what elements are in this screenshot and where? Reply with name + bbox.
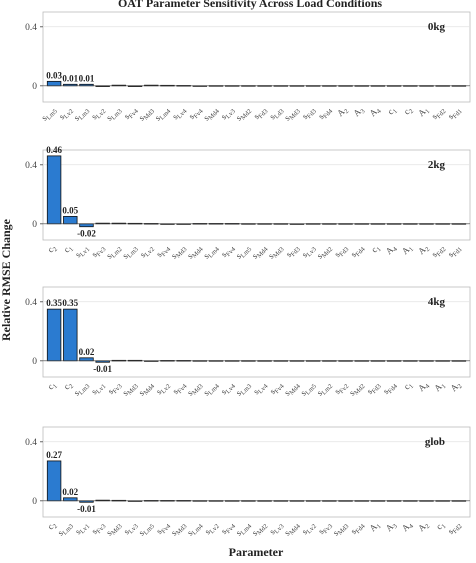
x-tick-label: A4 bbox=[400, 519, 416, 535]
x-tick-label: sFd2 bbox=[446, 519, 464, 537]
x-tick-label: A4 bbox=[384, 242, 400, 258]
x-tick-label: sFd1 bbox=[446, 242, 464, 260]
bar bbox=[63, 215, 78, 225]
x-tick-label: c2 bbox=[45, 242, 59, 256]
x-tick-label: c1 bbox=[385, 104, 399, 118]
x-tick-label: A1 bbox=[367, 519, 382, 534]
x-tick-label: A3 bbox=[351, 104, 366, 119]
x-tick-label: c2 bbox=[62, 379, 76, 393]
x-tick-label: c1 bbox=[402, 379, 416, 393]
bar bbox=[63, 497, 78, 502]
bar bbox=[79, 223, 94, 228]
y-tick-label: 0.4 bbox=[25, 23, 37, 33]
y-tick-label: 0.4 bbox=[25, 438, 37, 448]
x-tick-label: c2 bbox=[45, 519, 59, 533]
value-label: 0.02 bbox=[62, 487, 78, 497]
panel-label: 2kg bbox=[428, 159, 446, 171]
plot-frame bbox=[42, 149, 471, 241]
x-tick-label: A4 bbox=[367, 104, 383, 120]
plot-frame bbox=[42, 426, 471, 518]
x-tick-label: sFd4 bbox=[316, 104, 335, 123]
value-label: -0.01 bbox=[77, 504, 96, 514]
y-axis-label: Relative RMSE Change bbox=[0, 218, 13, 341]
bar bbox=[79, 357, 94, 362]
x-tick-label: A2 bbox=[416, 519, 431, 534]
value-label: 0.05 bbox=[62, 205, 78, 215]
x-tick-label: A2 bbox=[416, 242, 431, 257]
value-label: 0.46 bbox=[46, 145, 62, 155]
x-tick-label: c2 bbox=[402, 104, 416, 118]
value-label: 0.03 bbox=[46, 70, 62, 80]
y-tick-label: 0.4 bbox=[25, 298, 37, 308]
x-tick-label: c1 bbox=[62, 242, 76, 256]
bar bbox=[46, 460, 62, 502]
x-tick-label: A4 bbox=[416, 379, 432, 395]
y-tick-label: 0.4 bbox=[25, 161, 37, 171]
bar bbox=[46, 308, 62, 362]
value-label: 0.27 bbox=[46, 450, 62, 460]
bar bbox=[46, 80, 62, 87]
bar bbox=[63, 308, 78, 362]
x-tick-label: A1 bbox=[400, 242, 415, 257]
x-tick-label: A1 bbox=[432, 379, 447, 394]
plot-frame bbox=[42, 286, 471, 378]
x-tick-label: A3 bbox=[384, 519, 399, 534]
panel-label: 4kg bbox=[428, 296, 446, 308]
x-tick-label: sFd4 bbox=[381, 379, 400, 398]
value-label: -0.02 bbox=[77, 229, 96, 239]
x-tick-label: c1 bbox=[369, 242, 383, 256]
x-tick-label: A2 bbox=[448, 379, 463, 394]
x-tick-label: sFd1 bbox=[446, 104, 464, 122]
value-label: 0.01 bbox=[62, 73, 78, 83]
value-label: -0.01 bbox=[93, 364, 112, 374]
x-tick-label: sFd4 bbox=[348, 519, 367, 538]
y-tick-label: 0 bbox=[32, 497, 37, 507]
value-label: 0.02 bbox=[79, 347, 95, 357]
panel-label: 0kg bbox=[428, 21, 446, 33]
y-tick-label: 0 bbox=[32, 357, 37, 367]
y-tick-label: 0 bbox=[32, 82, 37, 92]
y-tick-label: 0 bbox=[32, 220, 37, 230]
x-tick-label: c1 bbox=[434, 519, 448, 533]
plot-frame bbox=[42, 11, 471, 103]
x-tick-label: sFd4 bbox=[348, 242, 367, 261]
x-tick-label: A1 bbox=[416, 104, 431, 119]
value-label: 0.01 bbox=[79, 73, 95, 83]
x-tick-label: c1 bbox=[45, 379, 59, 393]
panel-label: glob bbox=[425, 436, 445, 448]
value-label: 0.35 bbox=[62, 298, 78, 308]
value-label: 0.35 bbox=[46, 298, 62, 308]
x-tick-label: A2 bbox=[335, 104, 350, 119]
bar bbox=[46, 155, 62, 225]
x-axis-label: Parameter bbox=[229, 545, 284, 559]
chart-title: OAT Parameter Sensitivity Across Load Co… bbox=[118, 0, 382, 10]
